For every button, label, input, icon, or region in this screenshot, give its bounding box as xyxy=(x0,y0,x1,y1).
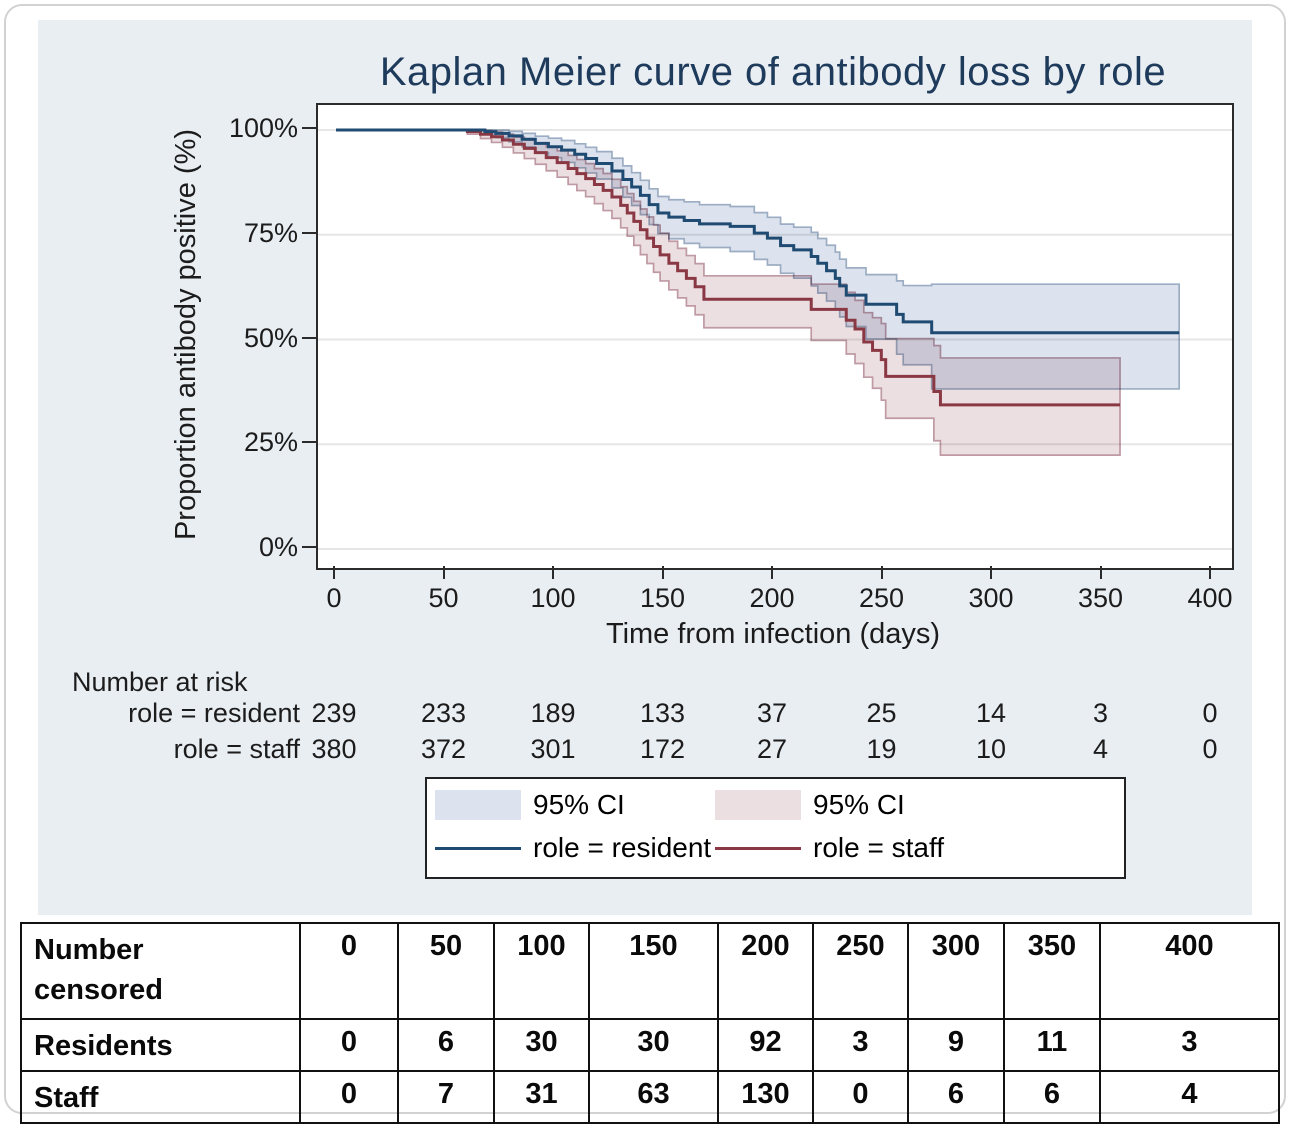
y-tick-mark xyxy=(302,127,316,129)
censored-value: 130 xyxy=(717,1070,814,1124)
x-tick-label: 150 xyxy=(639,583,686,613)
risk-row-label: role = resident xyxy=(128,698,300,728)
risk-value: 189 xyxy=(530,698,576,728)
censored-value: 3 xyxy=(812,1018,909,1072)
x-tick-mark xyxy=(1209,566,1211,579)
risk-value: 372 xyxy=(420,734,467,764)
censored-column-header: 200 xyxy=(717,922,814,1020)
censored-column-header: 300 xyxy=(907,922,1005,1020)
risk-value: 10 xyxy=(975,734,1007,764)
staff-km-curve xyxy=(336,128,1121,407)
x-tick-mark xyxy=(442,566,445,579)
legend-label-ci-staff: 95% CI xyxy=(813,789,905,820)
risk-value: 3 xyxy=(1092,698,1109,728)
resident-ci-band xyxy=(484,129,1180,390)
censored-value: 7 xyxy=(397,1070,495,1124)
y-tick-label: 25% xyxy=(243,427,298,458)
legend: 95% CI 95% CI role = resident role = sta… xyxy=(425,777,1126,879)
censored-value: 4 xyxy=(1099,1070,1280,1124)
resident-km-curve xyxy=(336,128,1180,335)
censored-value: 6 xyxy=(1003,1070,1101,1124)
x-tick-label: 0 xyxy=(326,583,342,613)
x-tick-label: 400 xyxy=(1187,583,1233,613)
censored-value: 0 xyxy=(299,1018,399,1072)
x-tick-mark xyxy=(552,566,554,579)
censored-table-row: Residents 0 6 30 30 92 3 9 11 3 xyxy=(20,1018,1280,1072)
risk-value: 37 xyxy=(756,698,788,728)
censored-row-label: Residents xyxy=(20,1018,301,1072)
censored-column-header: 400 xyxy=(1099,922,1280,1020)
x-tick-label: 250 xyxy=(858,583,905,613)
censored-column-header: 350 xyxy=(1003,922,1101,1020)
risk-value: 301 xyxy=(530,734,576,764)
censored-column-header: 50 xyxy=(397,922,495,1020)
censored-value: 0 xyxy=(812,1070,909,1124)
risk-value: 19 xyxy=(866,734,897,764)
x-tick-label: 200 xyxy=(749,583,795,613)
censored-value: 31 xyxy=(493,1070,590,1124)
y-tick-mark xyxy=(302,441,316,444)
x-tick-label: 100 xyxy=(530,583,576,613)
censored-table-row: Staff 0 7 31 63 130 0 6 6 4 xyxy=(20,1070,1280,1124)
y-tick-mark xyxy=(302,546,316,548)
y-tick-label: 50% xyxy=(243,322,298,353)
x-axis-label: Time from infection (days) xyxy=(605,618,941,650)
x-tick-label: 300 xyxy=(968,583,1014,613)
y-tick-label: 0% xyxy=(258,532,298,562)
x-tick-mark xyxy=(661,566,664,579)
censored-column-header: 100 xyxy=(493,922,590,1020)
censored-row-label: Staff xyxy=(20,1070,301,1124)
risk-value: 0 xyxy=(1202,734,1218,764)
ci-staff-swatch xyxy=(715,790,801,820)
ci-resident-swatch xyxy=(435,790,521,820)
risk-value: 172 xyxy=(639,734,686,764)
censored-value: 30 xyxy=(493,1018,590,1072)
censored-value: 3 xyxy=(1099,1018,1280,1072)
legend-label-resident: role = resident xyxy=(533,832,712,863)
censored-value: 92 xyxy=(717,1018,814,1072)
risk-value: 0 xyxy=(1202,698,1218,728)
y-tick-label: 75% xyxy=(243,217,298,248)
risk-value: 233 xyxy=(420,698,467,728)
resident-line-swatch xyxy=(435,847,521,850)
x-tick-mark xyxy=(880,566,883,579)
risk-value: 239 xyxy=(311,698,357,728)
legend-label-ci-resident: 95% CI xyxy=(533,789,625,820)
censored-column-header: 150 xyxy=(588,922,719,1020)
censored-value: 11 xyxy=(1003,1018,1101,1072)
x-tick-mark xyxy=(333,566,335,579)
x-tick-mark xyxy=(990,566,992,579)
risk-value: 14 xyxy=(975,698,1007,728)
km-figure: Kaplan Meier curve of antibody loss by r… xyxy=(38,20,1252,915)
chart-title: Kaplan Meier curve of antibody loss by r… xyxy=(379,50,1167,94)
censored-table: Number censored 0 50 100 150 200 250 300 350 400 R… xyxy=(20,922,1280,1124)
plot-area xyxy=(316,103,1234,570)
censored-value: 9 xyxy=(907,1018,1005,1072)
censored-column-header: 0 xyxy=(299,922,399,1020)
km-plot-svg xyxy=(318,128,1232,550)
censored-value: 6 xyxy=(907,1070,1005,1124)
y-tick-label: 100% xyxy=(228,113,298,143)
risk-value: 25 xyxy=(866,698,897,728)
risk-value: 133 xyxy=(639,698,686,728)
x-tick-mark xyxy=(771,566,773,579)
risk-table-title: Number at risk xyxy=(72,667,248,697)
censored-value: 30 xyxy=(588,1018,719,1072)
censored-table-header: Number censored xyxy=(20,922,301,1020)
y-tick-mark xyxy=(302,336,316,339)
censored-value: 63 xyxy=(588,1070,719,1124)
risk-value: 4 xyxy=(1092,734,1109,764)
censored-value: 0 xyxy=(299,1070,399,1124)
y-tick-mark xyxy=(302,231,316,234)
risk-row-label: role = staff xyxy=(173,734,300,764)
staff-line-swatch xyxy=(715,847,801,850)
legend-label-staff: role = staff xyxy=(813,832,945,863)
risk-value: 27 xyxy=(756,734,788,764)
censored-column-header: 250 xyxy=(812,922,909,1020)
x-tick-label: 350 xyxy=(1077,583,1124,613)
x-tick-mark xyxy=(1099,566,1102,579)
x-tick-label: 50 xyxy=(428,583,459,613)
censored-value: 6 xyxy=(397,1018,495,1072)
risk-value: 380 xyxy=(311,734,357,764)
